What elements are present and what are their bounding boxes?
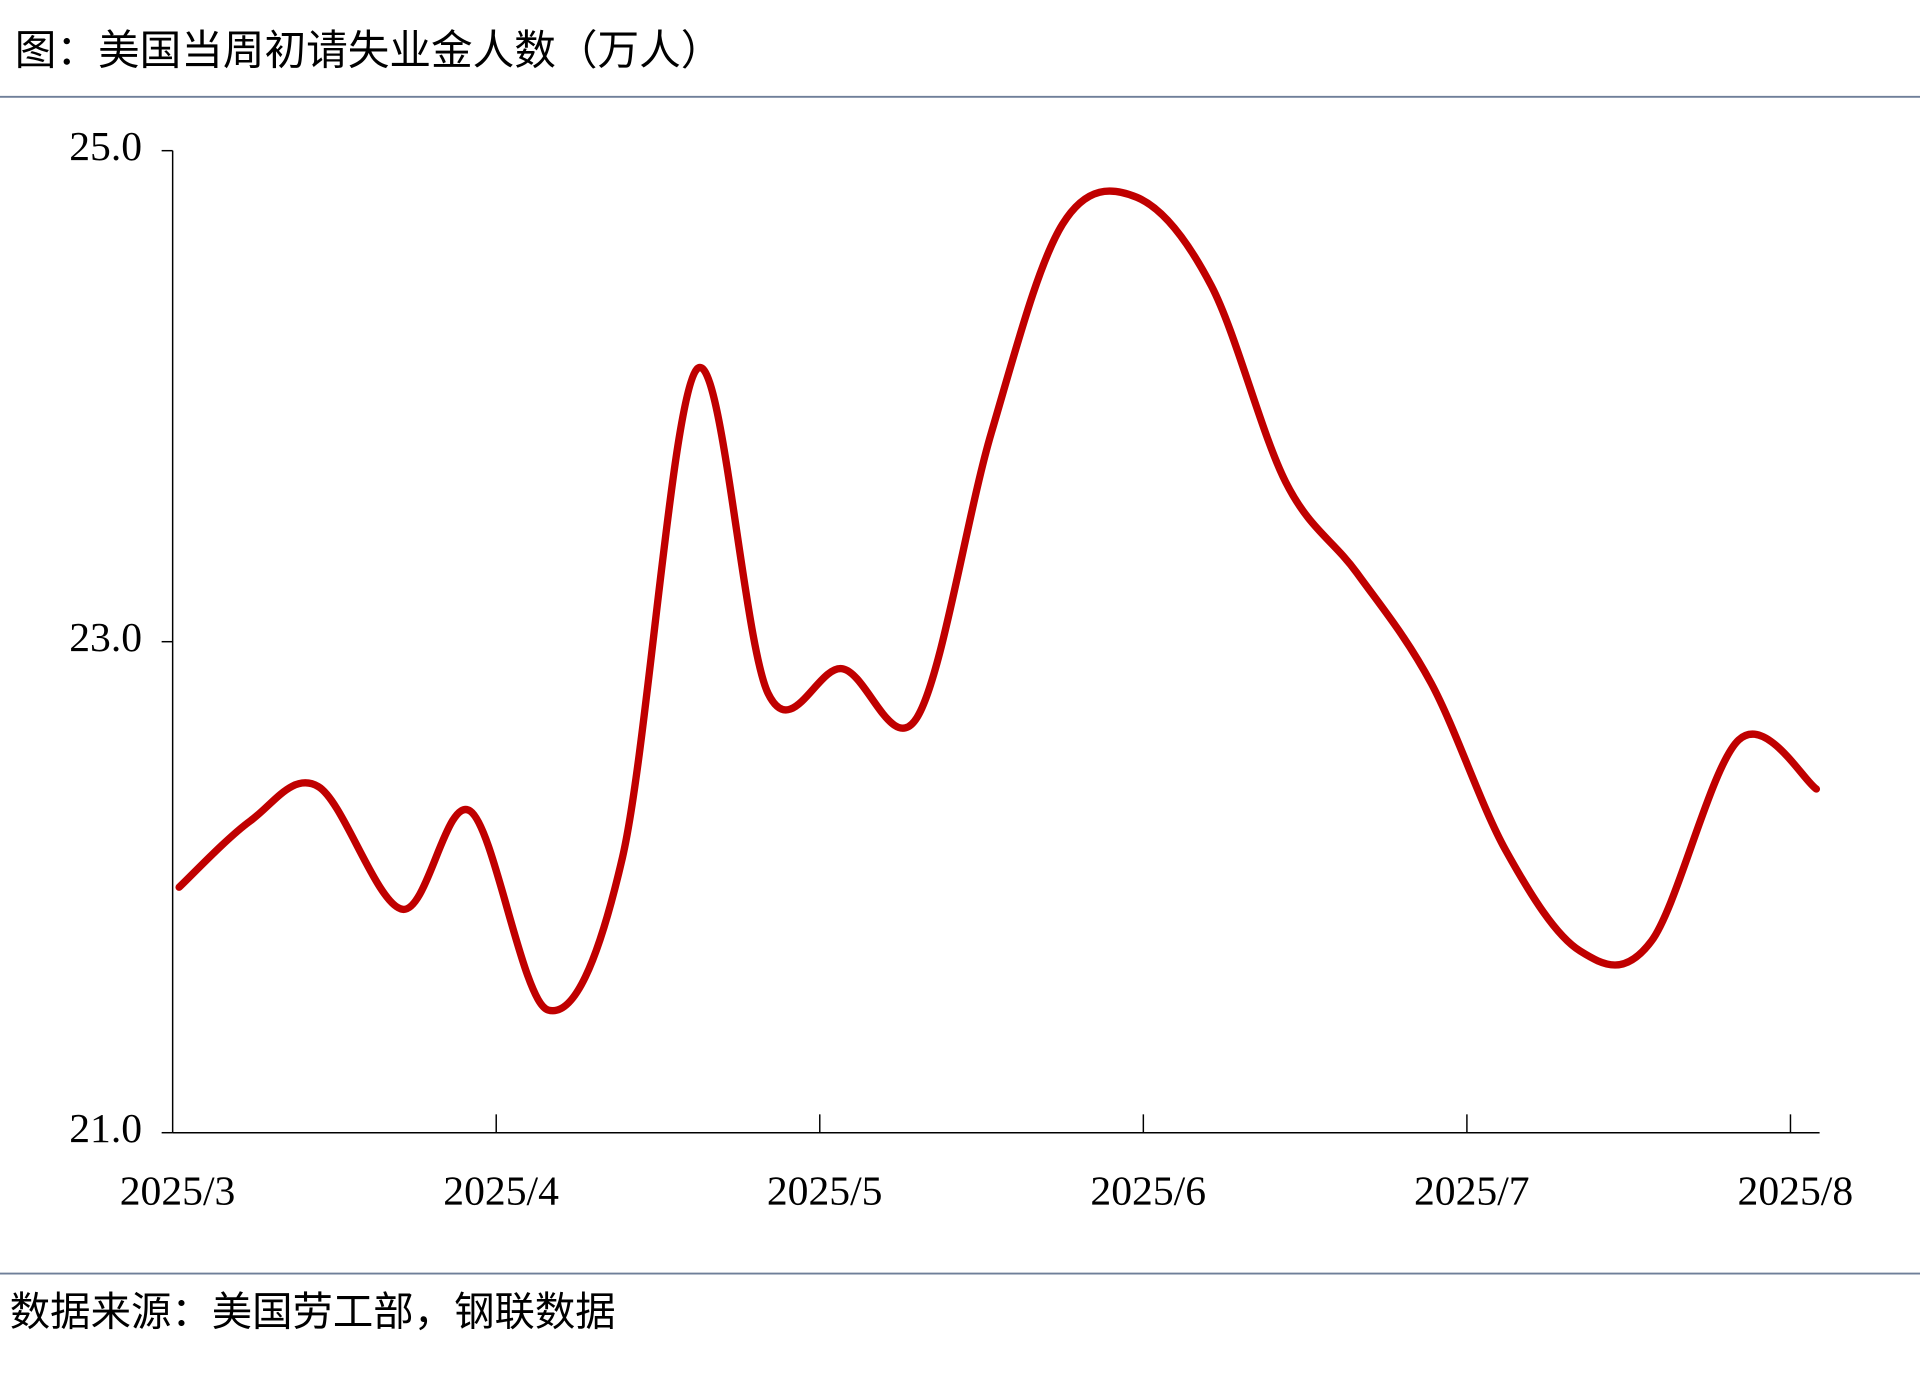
x-tick-label: 2025/6 — [1090, 1169, 1206, 1215]
y-tick-label: 23.0 — [69, 615, 142, 661]
chart-title: 图：美国当周初请失业金人数（万人） — [15, 28, 723, 75]
x-tick-label: 2025/7 — [1414, 1169, 1530, 1215]
source-note: 数据来源：美国劳工部，钢联数据 — [10, 1290, 616, 1335]
x-tick-label: 2025/4 — [443, 1169, 559, 1215]
y-tick-label: 21.0 — [69, 1106, 142, 1152]
x-tick-label: 2025/3 — [120, 1169, 236, 1215]
x-tick-label: 2025/5 — [767, 1169, 883, 1215]
y-tick-label: 25.0 — [69, 124, 142, 170]
line-series — [175, 187, 1821, 1015]
x-tick-label: 2025/8 — [1738, 1169, 1854, 1215]
